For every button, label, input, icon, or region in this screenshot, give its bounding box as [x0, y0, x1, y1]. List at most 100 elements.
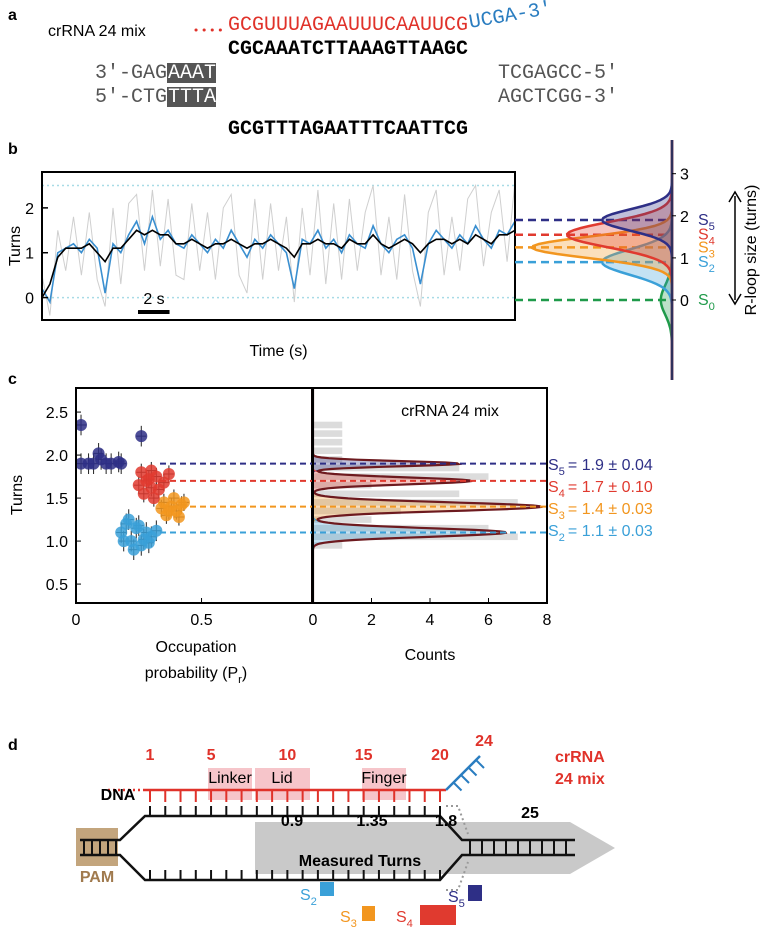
- plot-frame: [75, 387, 313, 604]
- state-swatch: [420, 905, 456, 925]
- legend-entry-sub: 5: [559, 466, 565, 478]
- state-distribution: [530, 140, 674, 380]
- x-tick-label: 2: [367, 612, 376, 629]
- legend-entry-base: S: [548, 479, 559, 496]
- state-label: S0: [698, 292, 715, 313]
- y-tick-label: 1: [25, 246, 34, 263]
- point: [117, 535, 130, 548]
- x-tick-label: 0: [309, 612, 318, 629]
- legend-entry-sub: 3: [559, 510, 565, 522]
- legend-entry: S3 = 1.4 ± 0.03: [548, 501, 653, 522]
- legend-entry: S2 = 1.1 ± 0.03: [548, 523, 653, 544]
- x-tick-label: 4: [426, 612, 435, 629]
- turns-label: Measured Turns: [299, 853, 422, 870]
- measured-turns-arrow: [255, 822, 615, 874]
- state-label-base: S: [698, 227, 709, 244]
- histogram-bar: [313, 507, 401, 515]
- state-label-base: S: [698, 254, 709, 271]
- y-axis-title: Turns: [7, 226, 24, 266]
- state-label: S2: [698, 254, 715, 275]
- state-label: S5: [448, 889, 465, 910]
- pam-box: [167, 63, 216, 83]
- legend-entry-rest: = 1.1 ± 0.03: [568, 523, 653, 540]
- histogram-bar: [313, 481, 372, 489]
- position-number: 20: [431, 747, 449, 764]
- x-axis-title-part: probability (P: [145, 665, 238, 682]
- state-label: S3: [698, 239, 715, 260]
- dna-label: DNA: [101, 787, 136, 804]
- state-label-sub: 5: [709, 221, 715, 233]
- y-tick-label: 0: [25, 291, 34, 308]
- legend-entry: S4 = 1.7 ± 0.10: [548, 479, 653, 500]
- legend-entry-rest: = 1.7 ± 0.10: [568, 479, 653, 496]
- pam-seq: AAAT: [168, 62, 216, 85]
- point: [132, 519, 145, 532]
- crRNA-arm-base: [460, 774, 470, 784]
- histogram-bar: [313, 430, 343, 437]
- state-label-sub: 0: [709, 301, 715, 313]
- strand-seq: TCGAGCC-5′: [498, 62, 618, 85]
- x-axis-title-sub: r: [238, 674, 242, 686]
- legend-entry-base: S: [548, 457, 559, 474]
- crRNA-label: 24 mix: [555, 771, 605, 788]
- domain-label: Lid: [271, 770, 292, 787]
- scale-bar-label: 2 s: [143, 291, 164, 308]
- point: [167, 492, 180, 505]
- point: [162, 468, 175, 480]
- position-number: 15: [355, 747, 373, 764]
- trace: [42, 214, 515, 305]
- domain-highlight: [255, 768, 310, 800]
- point: [142, 536, 155, 549]
- domain-label: Linker: [208, 770, 252, 787]
- nontarget-seq: GCGTTTAGAATTTCAATTCG: [228, 118, 468, 141]
- dna-rewound: [446, 861, 469, 891]
- y-axis-title: R-loop size (turns): [743, 185, 760, 316]
- y-tick-label: 2.5: [46, 405, 68, 422]
- panel-label: d: [8, 737, 18, 754]
- histogram-bar: [313, 456, 343, 463]
- turns-value: 1.8: [435, 813, 457, 830]
- state-swatch: [362, 906, 375, 921]
- histogram-bar: [313, 464, 460, 472]
- strand-seq: AGCTCGG-3′: [498, 86, 618, 109]
- pam-box: [167, 87, 216, 107]
- x-axis-title: Time (s): [249, 343, 307, 360]
- histogram-bar: [313, 438, 343, 446]
- state-label-sub: 4: [709, 236, 715, 248]
- state-label-sub: 4: [407, 918, 413, 930]
- state-label-base: S: [698, 239, 709, 256]
- state-label: S4: [698, 227, 715, 248]
- legend-entry-base: S: [548, 523, 559, 540]
- state-label-sub: 2: [709, 263, 715, 275]
- y-tick-label: 3: [680, 167, 689, 184]
- position-number: 5: [207, 747, 216, 764]
- state-label-sub: 5: [459, 898, 465, 910]
- strand-seq: 3′-GAG: [95, 62, 167, 85]
- panel-label: c: [8, 371, 17, 388]
- domain-highlight: [208, 768, 252, 800]
- state-label: S2: [300, 887, 317, 908]
- state-label-base: S: [448, 889, 459, 906]
- pam-box: [76, 828, 118, 866]
- state-label: S5: [698, 212, 715, 233]
- state-label-base: S: [300, 887, 311, 904]
- state-swatch: [320, 882, 334, 896]
- crRNA-label: crRNA: [555, 749, 605, 766]
- x-tick-label: 8: [543, 612, 552, 629]
- state-label: S3: [340, 909, 357, 930]
- nontarget-strand: [80, 853, 575, 882]
- point: [127, 543, 140, 556]
- target-strand: [80, 814, 575, 842]
- histogram-bar: [313, 542, 343, 549]
- end-position: 25: [521, 805, 539, 822]
- y-tick-label: 2.0: [46, 448, 68, 465]
- state-label-sub: 3: [351, 918, 357, 930]
- state-swatch: [468, 885, 482, 901]
- point: [132, 479, 145, 492]
- point: [150, 524, 163, 537]
- state-label: S4: [396, 909, 413, 930]
- plot-frame: [41, 171, 516, 321]
- legend-entry-rest: = 1.4 ± 0.03: [568, 501, 653, 518]
